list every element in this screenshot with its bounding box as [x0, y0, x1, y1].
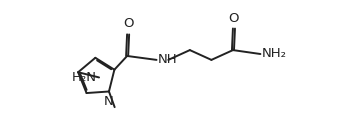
Text: NH₂: NH₂: [261, 47, 286, 59]
Text: O: O: [123, 18, 134, 30]
Text: H₂N: H₂N: [72, 71, 97, 84]
Text: NH: NH: [157, 53, 177, 66]
Text: N: N: [104, 95, 114, 108]
Text: O: O: [229, 12, 239, 25]
